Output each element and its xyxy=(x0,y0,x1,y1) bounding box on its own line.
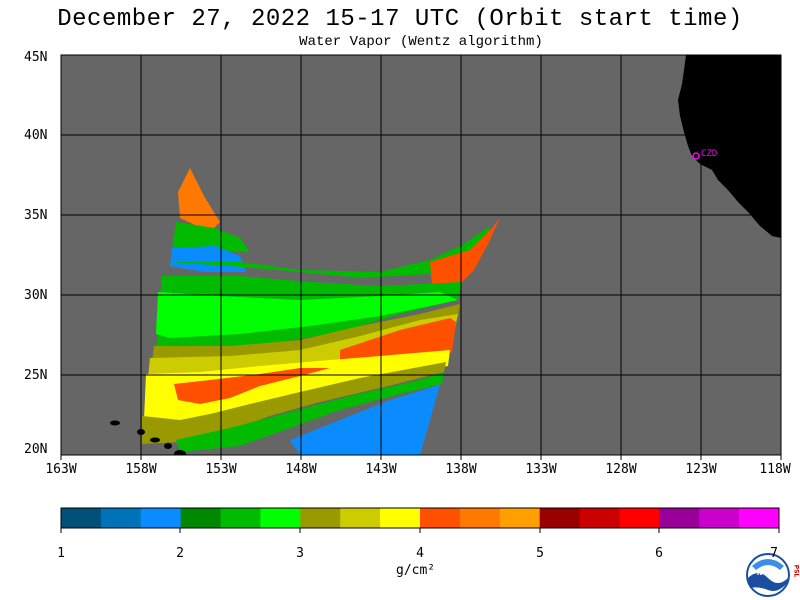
colorbar-swatch xyxy=(699,508,740,528)
swath-band-olive xyxy=(152,304,460,366)
lon-label-138w: 138W xyxy=(445,462,477,477)
swath-band-olive-south xyxy=(142,362,446,444)
noaa-logo: NOAA xyxy=(746,553,790,597)
map-frame xyxy=(60,54,782,456)
swath-band-orange-south xyxy=(174,368,330,404)
lon-label-118w: 118W xyxy=(759,462,791,477)
colorbar-ticks xyxy=(60,528,780,533)
lat-label-35n: 35N xyxy=(24,208,48,223)
station-marker xyxy=(692,152,700,160)
colorbar-swatch xyxy=(61,508,102,528)
colorbar-tick-7: 7 xyxy=(770,546,778,561)
swath-band-orange-north xyxy=(178,168,220,232)
swath-band-ltgreen-north xyxy=(172,222,250,252)
station-label: CZD xyxy=(701,149,717,159)
map-subtitle: Water Vapor (Wentz algorithm) xyxy=(299,34,543,50)
colorbar-tick-1: 1 xyxy=(57,546,65,561)
lon-label-163w: 163W xyxy=(45,462,77,477)
swath-band-ltgreen-mid xyxy=(156,292,458,338)
swath-band-green-south xyxy=(176,372,444,452)
colorbar-swatch xyxy=(260,508,301,528)
colorbar-swatch xyxy=(420,508,461,528)
map-title: December 27, 2022 15-17 UTC (Orbit start… xyxy=(57,6,743,33)
land-california xyxy=(678,55,781,238)
lat-label-45n: 45N xyxy=(24,50,48,65)
colorbar-tick-5: 5 xyxy=(536,546,544,561)
colorbar-swatch xyxy=(499,508,541,528)
colorbar-swatch xyxy=(619,508,660,528)
lon-label-153w: 153W xyxy=(205,462,237,477)
colorbar-swatch xyxy=(579,508,620,528)
colorbar-swatch xyxy=(380,508,421,528)
lon-label-123w: 123W xyxy=(685,462,717,477)
colorbar-tick-6: 6 xyxy=(655,546,663,561)
lat-label-30n: 30N xyxy=(24,288,48,303)
swath-band-orange-east xyxy=(430,218,500,284)
axis-ticks xyxy=(60,455,782,460)
colorbar-swatch xyxy=(459,508,501,528)
colorbar-swatch xyxy=(539,508,581,528)
colorbar-swatch xyxy=(739,508,780,528)
psl-logo-text: PSL xyxy=(793,565,800,578)
colorbar-swatch xyxy=(180,508,222,528)
colorbar-units: g/cm² xyxy=(396,563,436,578)
swath-band-green-upper xyxy=(168,226,490,278)
lon-label-158w: 158W xyxy=(125,462,157,477)
swath-band-ltyellow xyxy=(148,314,458,378)
colorbar-swatch xyxy=(340,508,381,528)
graticule xyxy=(61,55,781,455)
lon-label-128w: 128W xyxy=(605,462,637,477)
lon-label-143w: 143W xyxy=(365,462,397,477)
lat-label-40n: 40N xyxy=(24,128,48,143)
colorbar-tick-2: 2 xyxy=(176,546,184,561)
colorbar-tick-4: 4 xyxy=(416,546,424,561)
lon-label-148w: 148W xyxy=(285,462,317,477)
colorbar-swatch xyxy=(100,508,142,528)
colorbar-swatch xyxy=(140,508,182,528)
lon-label-133w: 133W xyxy=(525,462,557,477)
noaa-logo-text: NOAA xyxy=(757,569,780,577)
colorbar-tick-3: 3 xyxy=(296,546,304,561)
colorbar xyxy=(61,508,780,528)
colorbar-swatch xyxy=(300,508,341,528)
colorbar-swatch xyxy=(659,508,700,528)
swath-band-blue-south xyxy=(290,384,440,455)
lat-label-25n: 25N xyxy=(24,368,48,383)
lat-label-20n: 20N xyxy=(24,442,48,457)
colorbar-swatch xyxy=(220,508,261,528)
